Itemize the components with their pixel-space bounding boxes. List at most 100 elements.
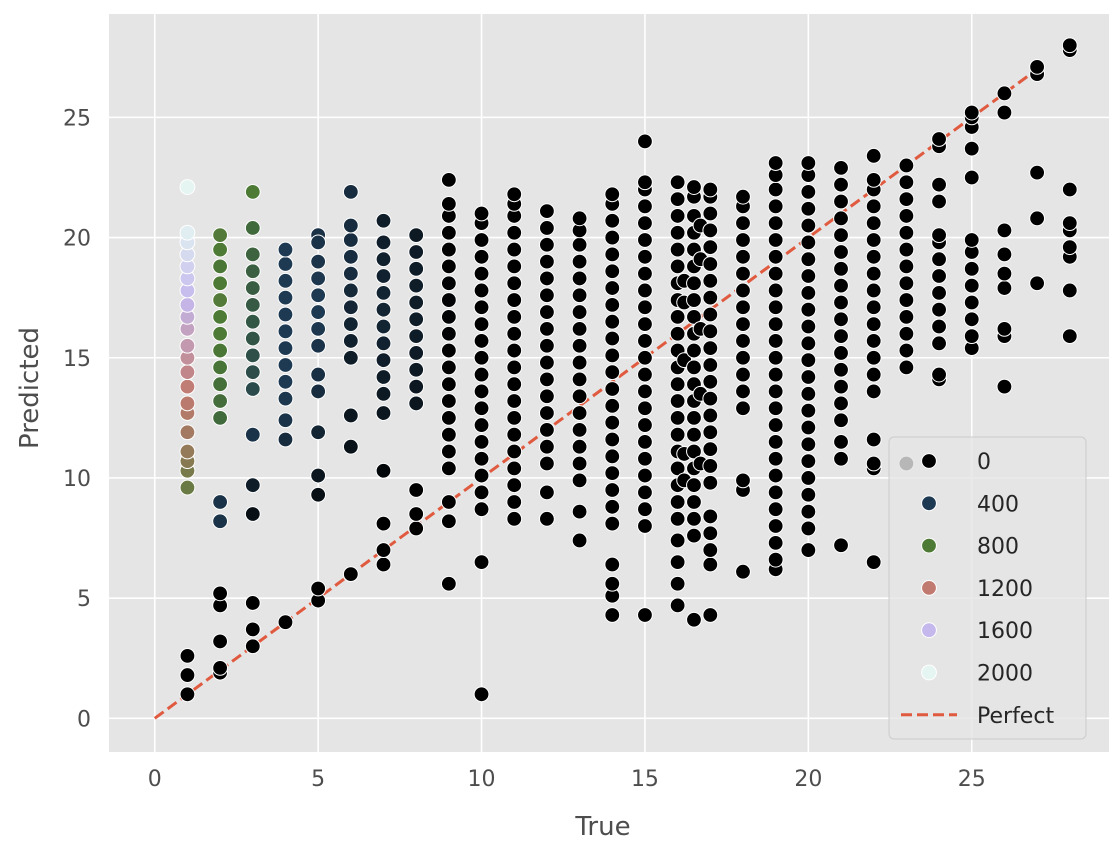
scatter-point <box>539 510 555 527</box>
scatter-point <box>865 366 882 383</box>
scatter-point <box>539 421 555 438</box>
scatter-point <box>506 325 523 342</box>
legend-marker <box>921 537 937 554</box>
scatter-point <box>800 234 817 251</box>
scatter-point <box>931 318 947 335</box>
scatter-point <box>473 417 490 433</box>
scatter-point <box>539 455 555 472</box>
scatter-point <box>702 323 719 340</box>
scatter-point <box>898 325 915 342</box>
scatter-point <box>637 174 653 191</box>
scatter-point <box>1029 58 1046 75</box>
scatter-point <box>506 494 523 510</box>
scatter-point <box>244 426 261 443</box>
scatter-point <box>342 333 359 349</box>
scatter-point <box>767 333 784 349</box>
scatter-point <box>440 258 457 275</box>
scatter-point <box>310 337 327 354</box>
scatter-point <box>473 383 490 400</box>
x-tick-label: 25 <box>958 767 986 792</box>
scatter-point <box>342 566 359 583</box>
scatter-point <box>735 400 751 417</box>
scatter-point <box>604 330 621 347</box>
scatter-point <box>800 268 817 284</box>
scatter-point <box>440 460 457 477</box>
scatter-point <box>669 224 686 241</box>
scatter-point <box>833 378 849 395</box>
scatter-point <box>473 686 490 703</box>
scatter-point <box>539 287 555 304</box>
x-tick-label: 5 <box>311 767 325 792</box>
scatter-point <box>473 484 490 501</box>
scatter-point <box>539 438 555 455</box>
y-axis-label: Predicted <box>15 327 45 449</box>
scatter-point <box>342 217 359 234</box>
scatter-point <box>506 275 523 292</box>
scatter-point <box>702 357 719 373</box>
scatter-point <box>310 366 327 383</box>
scatter-point <box>571 337 588 354</box>
legend-label: 1200 <box>977 577 1033 602</box>
scatter-point <box>506 342 523 359</box>
scatter-point <box>440 325 457 342</box>
scatter-point <box>637 198 653 215</box>
scatter-point <box>179 686 196 703</box>
scatter-point <box>473 333 490 349</box>
legend-label: 1600 <box>977 619 1033 644</box>
scatter-point <box>669 174 686 191</box>
scatter-point <box>212 376 229 393</box>
scatter-point <box>408 378 425 395</box>
scatter-point <box>735 316 751 333</box>
scatter-point <box>1029 275 1046 292</box>
scatter-point <box>179 443 196 460</box>
scatter-point <box>669 494 686 510</box>
scatter-point <box>571 287 588 304</box>
scatter-point <box>702 306 719 323</box>
scatter-point <box>506 186 523 203</box>
legend: 0 400 800 1200 1600 2000 Perfect <box>888 436 1087 740</box>
scatter-point <box>539 321 555 337</box>
scatter-point <box>440 443 457 460</box>
scatter-point <box>539 371 555 388</box>
scatter-point <box>865 282 882 299</box>
scatter-point <box>179 667 196 683</box>
scatter-point <box>539 354 555 371</box>
scatter-point <box>833 294 849 311</box>
scatter-point <box>767 484 784 501</box>
scatter-point <box>702 222 719 239</box>
scatter-point <box>735 248 751 265</box>
scatter-point <box>669 258 686 275</box>
scatter-point <box>800 402 817 419</box>
scatter-point <box>1061 239 1078 256</box>
scatter-point <box>669 532 686 549</box>
scatter-point <box>865 248 882 265</box>
scatter-point <box>996 280 1013 296</box>
scatter-point <box>604 280 621 296</box>
scatter-point <box>702 441 719 458</box>
scatter-point <box>604 296 621 313</box>
scatter-point <box>767 282 784 299</box>
scatter-point <box>506 426 523 443</box>
scatter-point <box>898 224 915 241</box>
scatter-point <box>767 349 784 366</box>
scatter-point <box>244 330 261 347</box>
x-axis-label: True <box>574 812 630 842</box>
scatter-point <box>212 585 229 602</box>
scatter-point <box>310 486 327 503</box>
scatter-point <box>767 155 784 171</box>
scatter-point <box>669 426 686 443</box>
scatter-point <box>669 191 686 208</box>
scatter-point <box>1061 215 1078 232</box>
scatter-point <box>865 349 882 366</box>
scatter-point <box>277 256 294 272</box>
scatter-point <box>833 537 849 554</box>
scatter-point <box>310 304 327 320</box>
scatter-point <box>539 203 555 220</box>
scatter-point <box>1029 164 1046 181</box>
scatter-point <box>244 621 261 638</box>
scatter-point <box>440 224 457 241</box>
scatter-point <box>179 479 196 496</box>
scatter-point <box>212 227 229 244</box>
scatter-point <box>440 171 457 188</box>
scatter-point <box>669 208 686 224</box>
